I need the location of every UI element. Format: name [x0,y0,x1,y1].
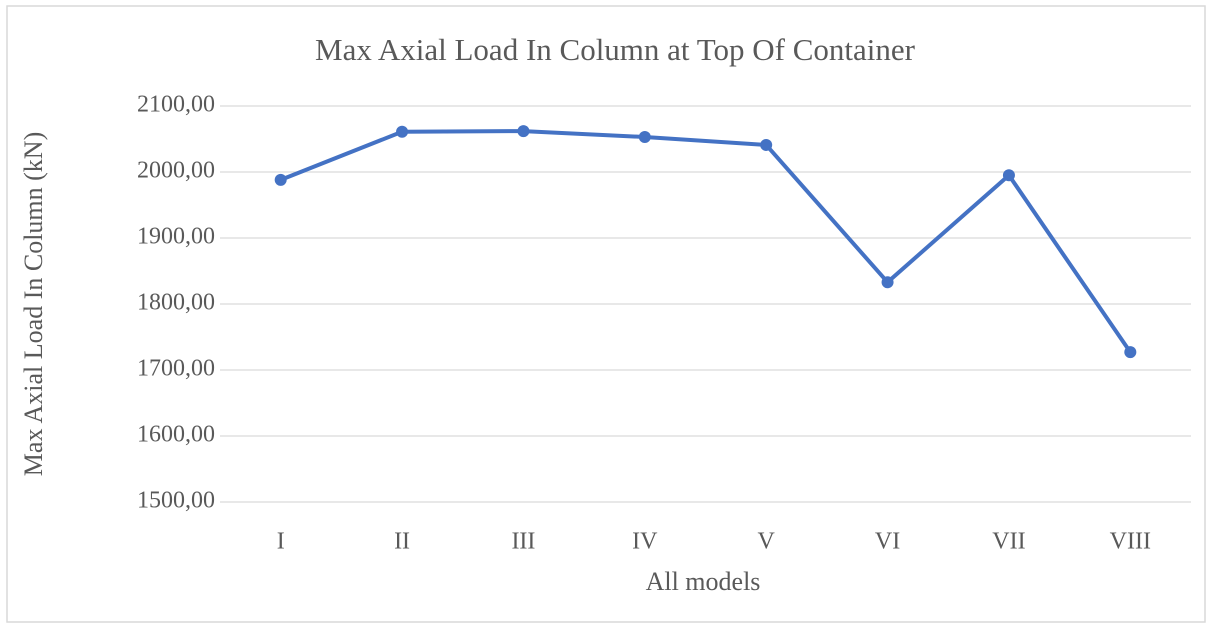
marker [274,173,287,186]
marker [1124,346,1137,359]
y-tick-label: 1600,00 [137,422,215,448]
x-tick-label: III [511,529,535,555]
x-tick-label: II [394,529,410,555]
line [279,129,1132,354]
marker [881,276,894,289]
marker [760,138,773,151]
y-tick-label: 1500,00 [137,488,215,514]
marker [517,125,530,138]
y-tick-label: 1800,00 [137,290,215,316]
marker [396,125,409,138]
y-tick-label: 1900,00 [137,224,215,250]
chart-border [6,5,1206,623]
x-tick-label: VIII [1110,529,1151,555]
x-tick-label: I [277,529,285,555]
y-axis-label: Max Axial Load In Column (kN) [19,132,48,476]
chart-title: Max Axial Load In Column at Top Of Conta… [315,32,916,67]
x-tick-label: V [758,529,776,555]
y-tick-label: 2000,00 [137,158,215,184]
x-tick-label: VII [992,529,1025,555]
y-tick-label: 1700,00 [137,356,215,382]
x-tick-label: IV [632,529,658,555]
x-tick-label: VI [875,529,900,555]
marker [1002,169,1015,182]
marker [638,131,651,144]
y-tick-label: 2100,00 [137,92,215,118]
x-axis-label: All models [646,567,761,596]
